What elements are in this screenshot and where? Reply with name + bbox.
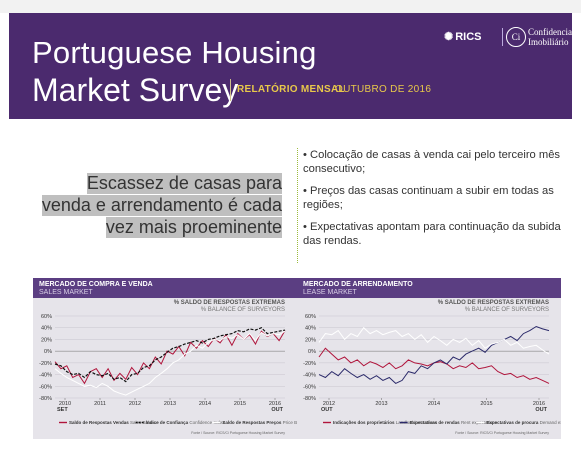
- legend-label: Saldo de Respostas Vendas Sales Balance: [69, 420, 159, 425]
- rics-logo-text: RICS: [455, 31, 482, 43]
- legend-label: Expectativas de rendas Rent expectations: [410, 420, 498, 425]
- series-line-0: [318, 347, 550, 384]
- y-tick-label: 20%: [41, 337, 52, 343]
- chart-subtitle: SALES MARKET: [39, 289, 93, 296]
- logo-divider: [502, 28, 503, 46]
- rics-logo: ✺ RICS: [444, 30, 482, 43]
- key-point: • Expectativas apontam para continuação …: [303, 221, 561, 247]
- chart-header: [297, 278, 561, 298]
- x-tick-label: 2010: [59, 401, 71, 407]
- title-separator: [230, 79, 231, 101]
- x-end-label: OUT: [271, 407, 283, 413]
- sales-market-chart: MERCADO DE COMPRA E VENDA SALES MARKET %…: [33, 278, 297, 439]
- chart-subtitle: LEASE MARKET: [303, 289, 357, 296]
- x-tick-label: 2015: [480, 401, 492, 407]
- y-tick-label: 0%: [44, 349, 52, 355]
- legend-label: Saldo de Respostas Preços Price Balance: [222, 420, 297, 425]
- series-line-1: [318, 325, 550, 384]
- chart-title: MERCADO DE COMPRA E VENDA: [39, 281, 153, 288]
- y-tick-label: 20%: [305, 337, 316, 343]
- chart-source: Fonte / Source: RICS/Ci Portuguese Housi…: [191, 431, 285, 435]
- key-points-list: • Colocação de casas à venda cai pelo te…: [297, 148, 565, 263]
- legend-label: Indicações dos proprietários Landlord in…: [333, 420, 438, 425]
- y-tick-label: -60%: [39, 384, 52, 390]
- top-margin: [0, 0, 581, 13]
- x-tick-label: 2013: [375, 401, 387, 407]
- x-tick-label: 2016: [269, 401, 281, 407]
- chart-plot: 60% 40% 20% 0% -20% -40% -60% -80% 2010 2011 2012 2…: [39, 314, 297, 435]
- x-tick-label: 2011: [94, 401, 106, 407]
- ci-logo-line1: Confidencial: [528, 27, 575, 37]
- report-title-line2: Market Survey: [32, 72, 239, 108]
- ci-logo-line2: Imobiliário: [528, 37, 569, 47]
- x-start-label: SET: [57, 407, 68, 413]
- y-tick-label: 0%: [308, 349, 316, 355]
- series-line-0: [54, 330, 286, 385]
- y-tick-label: 60%: [41, 314, 52, 320]
- ci-logo-icon: Ci: [506, 27, 526, 47]
- report-date: OUTUBRO DE 2016: [335, 84, 432, 95]
- chart-ylabel-en: % BALANCE OF SURVEYORS: [464, 307, 549, 313]
- report-title-line1: Portuguese Housing: [32, 35, 317, 70]
- y-tick-label: 40%: [41, 326, 52, 332]
- x-tick-label: 2014: [428, 401, 440, 407]
- series-line-2: [54, 330, 286, 396]
- header-banner: Portuguese Housing Market Survey RELATÓR…: [9, 13, 575, 119]
- headline: Escassez de casas para venda e arrendame…: [16, 172, 282, 238]
- legend-label: Índice de Confiança Confidence Index: [146, 418, 226, 425]
- series-line-2: [318, 326, 550, 355]
- chart-header: [33, 278, 297, 298]
- y-tick-label: -40%: [303, 373, 316, 379]
- x-tick-label: 2015: [234, 401, 246, 407]
- chart-ylabel-en: % BALANCE OF SURVEYORS: [200, 307, 285, 313]
- y-tick-label: 60%: [305, 314, 316, 320]
- chart-plot: 60% 40% 20% 0% -20% -40% -60% -80% 2012 2013 2014 2…: [303, 314, 561, 435]
- y-tick-label: -80%: [303, 396, 316, 402]
- x-tick-label: 2013: [164, 401, 176, 407]
- key-point: • Colocação de casas à venda cai pelo te…: [303, 149, 561, 175]
- legend-label: Expectativas de procura Demand expectati…: [486, 420, 561, 425]
- x-end-label: OUT: [535, 407, 547, 413]
- headline-line3: vez mais proeminente: [105, 217, 282, 238]
- chart-ylabel: % SALDO DE RESPOSTAS EXTREMAS: [173, 300, 285, 306]
- y-tick-label: -60%: [303, 384, 316, 390]
- key-point: • Preços das casas continuam a subir em …: [303, 185, 554, 211]
- y-tick-label: -20%: [39, 361, 52, 367]
- chart-ylabel: % SALDO DE RESPOSTAS EXTREMAS: [437, 300, 549, 306]
- x-tick-label: 2012: [323, 401, 335, 407]
- x-start-label: OUT: [321, 407, 333, 413]
- y-tick-label: -20%: [303, 361, 316, 367]
- x-tick-label: 2016: [533, 401, 545, 407]
- rics-crest-icon: ✺: [444, 31, 454, 43]
- report-label: RELATÓRIO MENSAL: [237, 84, 345, 95]
- ci-logo-text: Confidencial Imobiliário: [528, 27, 575, 47]
- chart-source: Fonte / Source: RICS/Ci Portuguese Housi…: [455, 431, 549, 435]
- lease-market-chart: MERCADO DE ARRENDAMENTO LEASE MARKET % S…: [297, 278, 561, 439]
- headline-line2: venda e arrendamento é cada: [41, 195, 282, 216]
- series-line-1: [54, 326, 286, 383]
- y-tick-label: -80%: [39, 396, 52, 402]
- headline-line1: Escassez de casas para: [86, 173, 282, 194]
- y-tick-label: 40%: [305, 326, 316, 332]
- x-tick-label: 2014: [199, 401, 211, 407]
- y-tick-label: -40%: [39, 373, 52, 379]
- chart-title: MERCADO DE ARRENDAMENTO: [303, 281, 413, 288]
- x-tick-label: 2012: [129, 401, 141, 407]
